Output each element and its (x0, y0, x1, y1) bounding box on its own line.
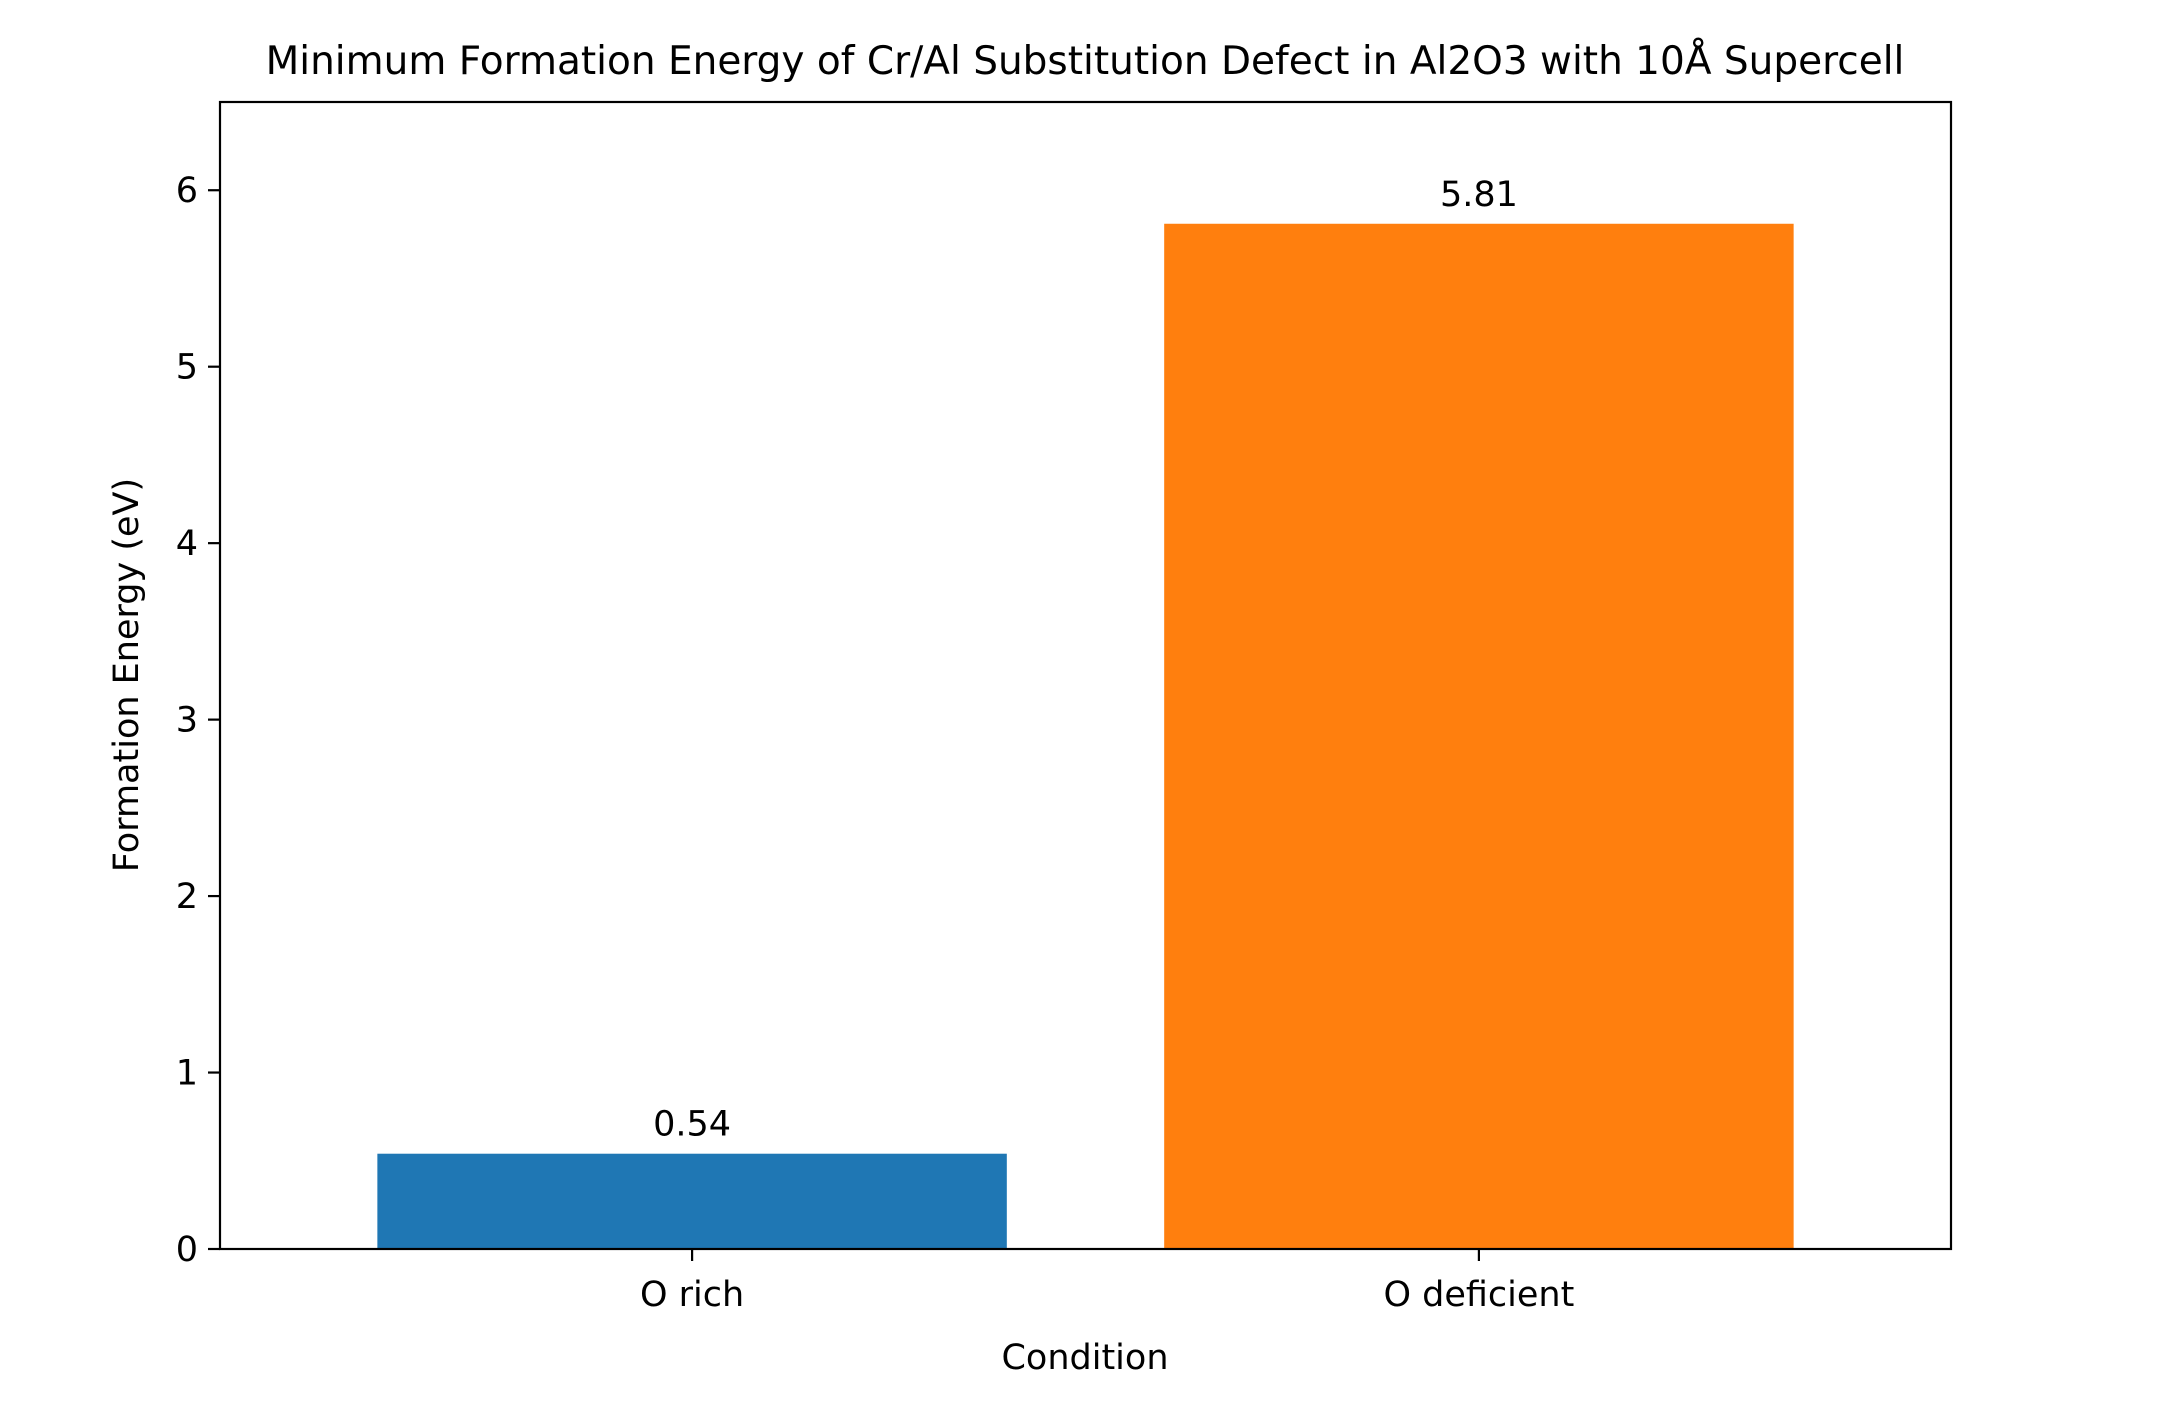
data-labels-layer: 0.54 5.81 (653, 175, 1518, 1145)
x-axis-label: Condition (1001, 1338, 1168, 1378)
y-tick-label: 2 (176, 877, 198, 917)
data-label: 5.81 (1440, 175, 1518, 215)
x-tick-label: O rich (640, 1275, 744, 1315)
y-axis: 0 1 2 3 4 5 6 (176, 171, 220, 1270)
y-tick-label: 6 (176, 171, 198, 211)
data-label: 0.54 (653, 1105, 731, 1145)
chart-title: Minimum Formation Energy of Cr/Al Substi… (266, 37, 1905, 84)
y-tick-label: 5 (176, 348, 198, 388)
bars-layer (377, 223, 1794, 1250)
bar-o-rich (377, 1153, 1007, 1249)
plot-frame (218, 100, 1953, 1251)
y-tick-label: 4 (176, 524, 198, 564)
x-axis: O rich O deficient (640, 1249, 1574, 1315)
y-tick-label: 1 (176, 1054, 198, 1094)
y-axis-label: Formation Energy (eV) (107, 478, 147, 872)
x-tick-label: O deficient (1383, 1275, 1574, 1315)
y-tick-label: 0 (176, 1230, 198, 1270)
bar-o-deficient (1164, 223, 1794, 1250)
y-tick-label: 3 (176, 701, 198, 741)
